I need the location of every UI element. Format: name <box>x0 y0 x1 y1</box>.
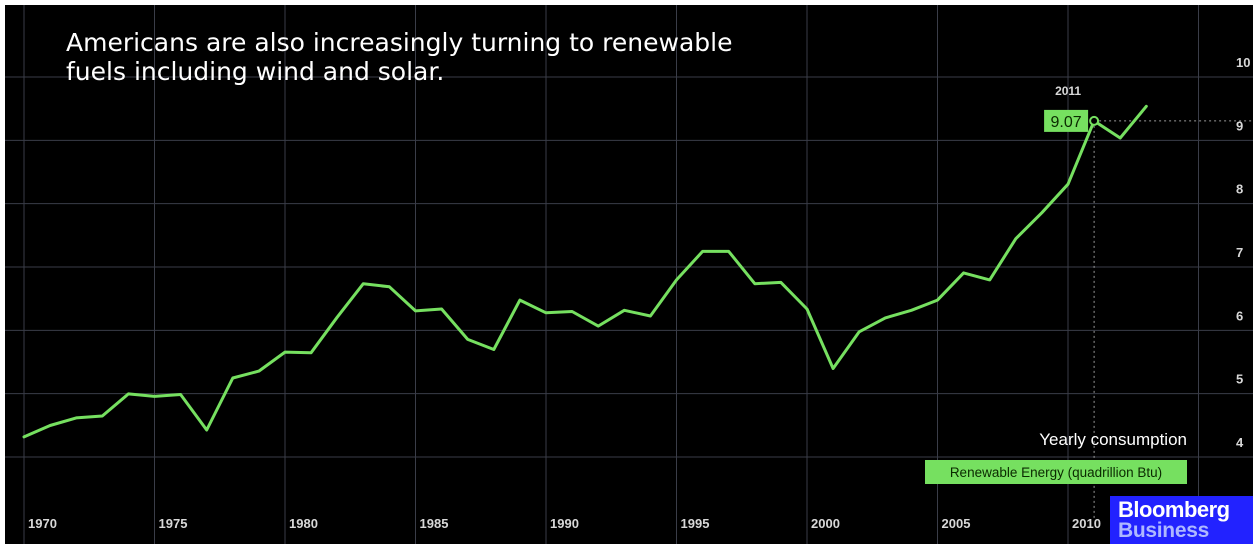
vertical-gridlines <box>23 5 1199 544</box>
x-tick-label: 2005 <box>942 516 971 531</box>
logo-line-2: Business <box>1118 519 1209 542</box>
annotation-layer: 9.07 2011 <box>1044 84 1100 132</box>
annotation-value-label: 9.07 <box>1051 114 1082 131</box>
series-layer <box>22 104 1148 439</box>
x-tick-label: 1970 <box>28 516 57 531</box>
chart-headline: Americans are also increasingly turning … <box>66 28 733 86</box>
x-tick-label: 1995 <box>681 516 710 531</box>
y-tick-label: 5 <box>1236 372 1243 387</box>
legend-title: Yearly consumption <box>1039 430 1187 449</box>
legend-series-swatch[interactable]: Renewable Energy (quadrillion Btu) <box>925 460 1187 484</box>
y-tick-label: 7 <box>1236 245 1243 260</box>
chart-background <box>5 5 1253 544</box>
x-axis-tick-labels: 1970 1975 1980 1985 1990 1995 2000 2005 2010 <box>28 516 1101 531</box>
annotation-year-label: 2011 <box>1055 84 1081 98</box>
y-tick-label: 4 <box>1236 435 1244 450</box>
y-tick-label: 9 <box>1236 118 1243 133</box>
y-tick-label: 6 <box>1236 308 1243 323</box>
horizontal-gridlines <box>5 76 1253 458</box>
series-line <box>22 104 1148 439</box>
annotation-value-box <box>1044 109 1089 132</box>
y-tick-label: 8 <box>1236 182 1243 197</box>
annotation-marker <box>1089 115 1100 126</box>
logo-line-1: Bloomberg <box>1118 497 1230 522</box>
bloomberg-business-logo: Bloomberg Business <box>1110 496 1253 544</box>
x-tick-label: 2000 <box>811 516 840 531</box>
y-axis-tick-labels: 4 5 6 7 8 9 10 <box>1236 55 1250 450</box>
x-tick-label: 1990 <box>550 516 579 531</box>
annotation-crosshair <box>1093 120 1253 520</box>
x-tick-label: 1980 <box>289 516 318 531</box>
y-tick-label: 10 <box>1236 55 1250 70</box>
x-tick-label: 1985 <box>420 516 449 531</box>
x-tick-label: 2010 <box>1072 516 1101 531</box>
x-tick-label: 1975 <box>159 516 188 531</box>
